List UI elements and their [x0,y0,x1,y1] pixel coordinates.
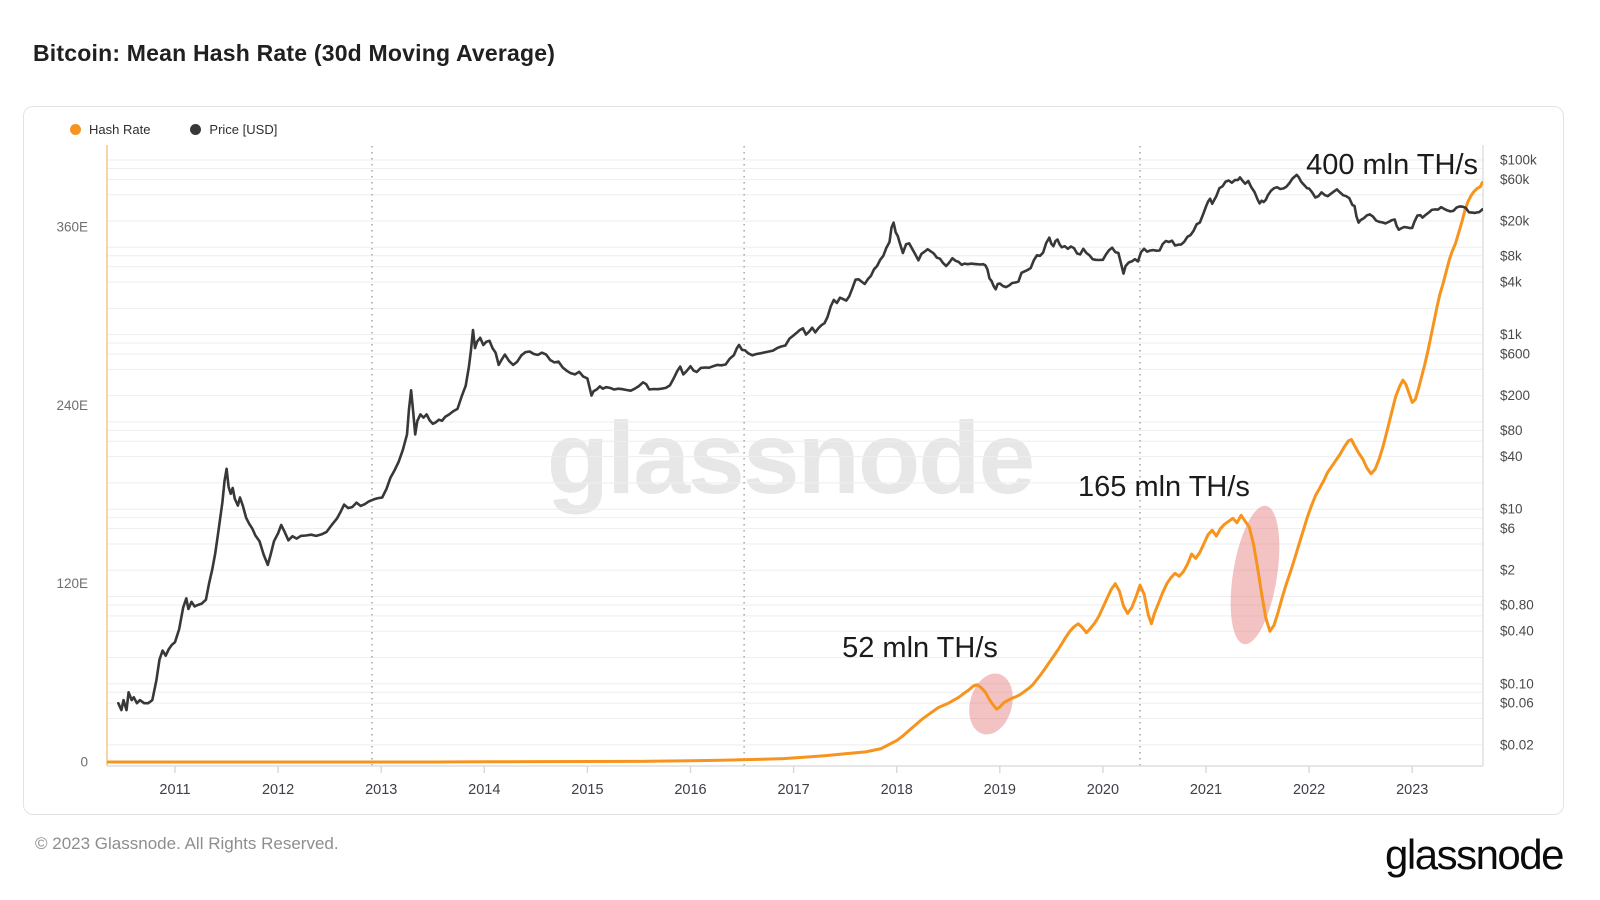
halving-lines [371,146,1141,766]
right-tick-$2: $2 [1500,563,1515,578]
annotation-1: 165 mln TH/s [1078,471,1250,503]
price-color-dot [190,124,202,135]
right-tick-$6: $6 [1500,521,1515,536]
right-tick-$40: $40 [1500,449,1523,464]
year-label-2021: 2021 [1190,782,1222,798]
right-tick-$600: $600 [1500,346,1530,361]
year-label-2018: 2018 [881,782,913,798]
year-label-2019: 2019 [984,782,1016,798]
chart-legend: Hash Rate Price [USD] [70,122,277,137]
right-tick-$100k: $100k [1500,153,1537,168]
annotations: 400 mln TH/s 165 mln TH/s 52 mln TH/s [842,149,1478,664]
right-tick-$0.06: $0.06 [1500,696,1534,711]
year-label-2015: 2015 [571,782,603,798]
annotation-0: 400 mln TH/s [1306,149,1478,181]
highlight-ellipse-1 [1230,505,1280,645]
legend-label-hash-rate: Hash Rate [89,122,151,137]
right-tick-$200: $200 [1500,388,1530,403]
gridlines [107,159,1483,746]
year-label-2012: 2012 [262,782,294,798]
right-tick-$60k: $60k [1500,172,1530,187]
hash-rate-color-dot [70,124,81,135]
series [107,173,1483,764]
right-tick-$0.10: $0.10 [1500,676,1534,691]
left-tick-120E: 120E [56,576,88,591]
glassnode-logo[interactable]: glassnode [1385,831,1564,878]
right-tick-$0.40: $0.40 [1500,624,1534,639]
right-tick-$0.02: $0.02 [1500,737,1534,752]
series-line-price-usd- [117,173,1483,712]
copyright-text: © 2023 Glassnode. All Rights Reserved. [35,834,339,853]
year-label-2020: 2020 [1087,782,1119,798]
year-label-2013: 2013 [365,782,397,798]
right-tick-$10: $10 [1500,502,1523,517]
x-axis: 2011 2012 2013 2014 2015 2016 2017 2018 2019 2020… [159,766,1428,798]
year-label-2023: 2023 [1396,782,1428,798]
right-tick-$8k: $8k [1500,248,1522,263]
year-label-2011: 2011 [159,782,190,798]
highlight-ellipses [969,505,1280,735]
left-tick-360E: 360E [56,220,88,235]
right-tick-$0.80: $0.80 [1500,597,1534,612]
right-tick-$4k: $4k [1500,275,1522,290]
left-tick-0: 0 [80,755,88,770]
year-label-2014: 2014 [468,782,500,798]
left-tick-240E: 240E [56,398,88,413]
year-label-2016: 2016 [674,782,706,798]
chart-card [23,106,1564,815]
series-line-hash-rate [107,181,1483,764]
annotation-2: 52 mln TH/s [842,632,998,664]
legend-item-hash-rate[interactable]: Hash Rate [70,122,150,137]
page-title: Bitcoin: Mean Hash Rate (30d Moving Aver… [33,40,556,66]
right-tick-$20k: $20k [1500,214,1530,229]
year-label-2022: 2022 [1293,782,1325,798]
right-tick-$1k: $1k [1500,327,1522,342]
right-tick-$80: $80 [1500,423,1523,438]
left-axis-labels: 0 120E 240E 360E [56,220,88,770]
right-axis-labels: $100k $60k $20k $8k $4k $1k $600 $200 $80 $40 $10 $… [1500,153,1537,753]
year-label-2017: 2017 [777,782,809,798]
glassnode-watermark: glassnode [546,401,1035,515]
legend-item-price[interactable]: Price [USD] [190,122,277,137]
legend-label-price: Price [USD] [209,122,278,137]
